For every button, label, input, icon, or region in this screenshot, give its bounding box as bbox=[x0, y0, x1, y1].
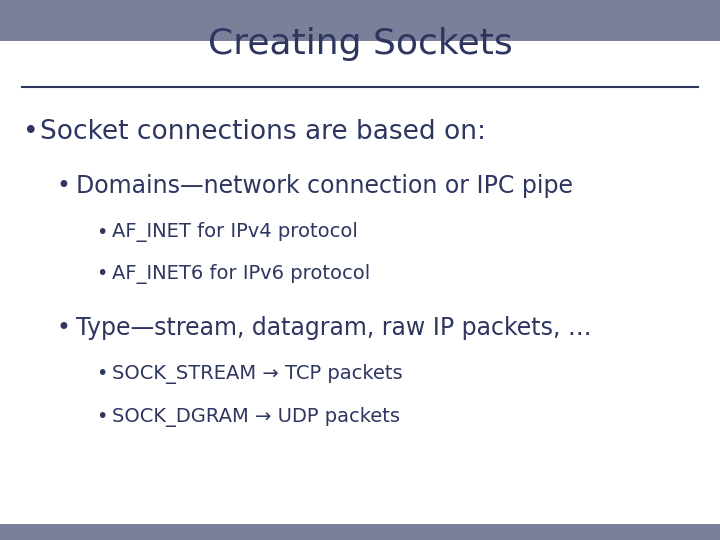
Text: Creating Sockets: Creating Sockets bbox=[207, 28, 513, 61]
Text: Type—stream, datagram, raw IP packets, …: Type—stream, datagram, raw IP packets, … bbox=[76, 316, 591, 340]
Text: SOCK_DGRAM → UDP packets: SOCK_DGRAM → UDP packets bbox=[112, 407, 400, 427]
Text: •: • bbox=[96, 264, 107, 284]
Text: AF_INET for IPv4 protocol: AF_INET for IPv4 protocol bbox=[112, 222, 357, 242]
Bar bbox=[0, 524, 720, 540]
Text: •: • bbox=[96, 407, 107, 427]
Text: Domains—network connection or IPC pipe: Domains—network connection or IPC pipe bbox=[76, 174, 572, 198]
Text: •: • bbox=[96, 364, 107, 383]
Text: •: • bbox=[23, 119, 39, 145]
Text: •: • bbox=[96, 222, 107, 242]
Text: SOCK_STREAM → TCP packets: SOCK_STREAM → TCP packets bbox=[112, 363, 402, 384]
Bar bbox=[0, 0, 720, 40]
Text: Socket connections are based on:: Socket connections are based on: bbox=[40, 119, 485, 145]
Text: AF_INET6 for IPv6 protocol: AF_INET6 for IPv6 protocol bbox=[112, 264, 370, 284]
Text: •: • bbox=[56, 174, 70, 198]
Text: •: • bbox=[56, 316, 70, 340]
